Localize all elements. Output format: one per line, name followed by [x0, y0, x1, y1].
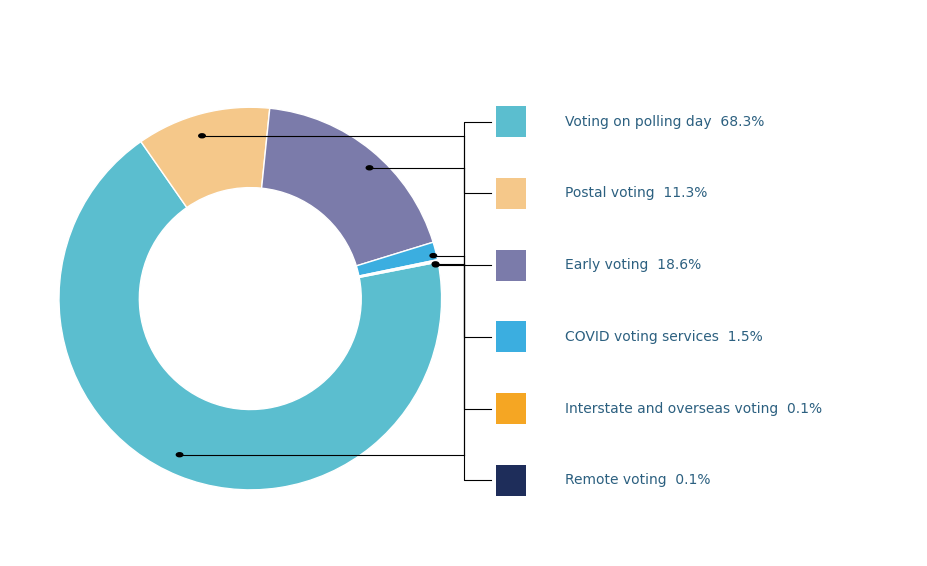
Bar	[496, 465, 526, 496]
Bar	[496, 106, 526, 137]
Wedge shape	[59, 142, 441, 490]
Wedge shape	[359, 260, 438, 277]
Text: Postal voting  11.3%: Postal voting 11.3%	[565, 186, 708, 200]
Bar	[496, 393, 526, 424]
Wedge shape	[359, 261, 438, 277]
Bar	[496, 250, 526, 281]
Text: COVID voting services  1.5%: COVID voting services 1.5%	[565, 330, 763, 344]
Bar	[496, 178, 526, 209]
Wedge shape	[141, 108, 270, 208]
Bar	[496, 321, 526, 353]
Wedge shape	[261, 108, 433, 266]
Text: Early voting  18.6%: Early voting 18.6%	[565, 258, 702, 272]
Text: Voting on polling day  68.3%: Voting on polling day 68.3%	[565, 114, 765, 128]
Text: Remote voting  0.1%: Remote voting 0.1%	[565, 473, 711, 487]
Text: Interstate and overseas voting  0.1%: Interstate and overseas voting 0.1%	[565, 401, 822, 415]
Text: BALLOT PAPERS ISSUED BY VOTING METHOD: BALLOT PAPERS ISSUED BY VOTING METHOD	[220, 20, 707, 39]
Wedge shape	[356, 242, 438, 276]
